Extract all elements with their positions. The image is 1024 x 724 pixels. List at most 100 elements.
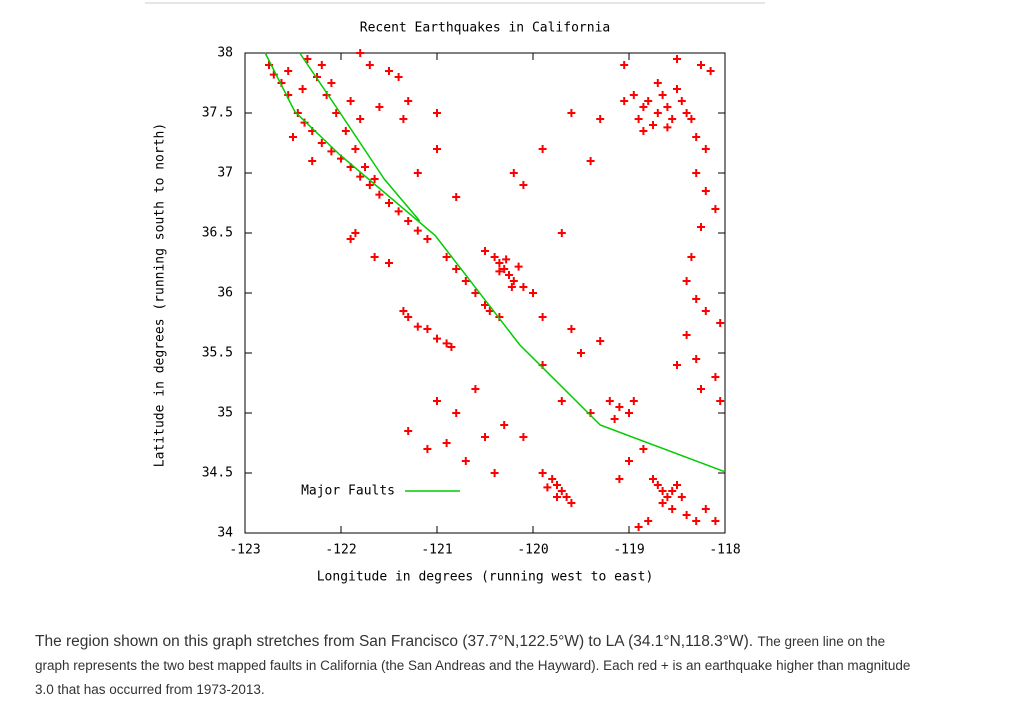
earthquake-marker (711, 517, 720, 525)
y-tick-label: 36 (217, 286, 233, 301)
earthquake-marker (639, 103, 648, 111)
earthquake-marker (682, 109, 691, 117)
earthquake-marker (471, 289, 480, 297)
earthquake-marker (553, 493, 561, 501)
earthquake-marker (500, 421, 509, 429)
earthquake-marker (404, 427, 413, 435)
earthquake-marker (351, 145, 360, 153)
x-tick-label: -118 (709, 543, 740, 558)
earthquake-marker (452, 193, 461, 201)
earthquake-marker (298, 85, 307, 93)
earthquake-marker (644, 517, 653, 525)
chart: Recent Earthquakes in California Longitu… (145, 2, 765, 585)
earthquake-marker (567, 325, 576, 333)
y-tick-label: 34 (217, 526, 233, 541)
earthquake-marker (543, 483, 552, 492)
earthquake-marker (327, 147, 336, 156)
earthquake-marker (433, 397, 441, 405)
earthquake-marker (385, 259, 393, 267)
earthquake-marker (692, 295, 701, 303)
earthquake-marker (639, 127, 648, 135)
earthquake-marker (284, 67, 293, 75)
earthquake-marker (538, 145, 547, 153)
x-tick-label: -122 (325, 543, 356, 558)
legend-label: Major Faults (301, 484, 395, 499)
earthquake-marker (644, 97, 653, 105)
earthquake-marker (461, 277, 470, 285)
earthquake-marker (365, 61, 374, 69)
earthquake-marker (557, 487, 566, 495)
earthquake-marker (404, 97, 413, 105)
earthquake-marker (692, 517, 701, 525)
earthquake-marker (562, 493, 571, 501)
earthquake-marker (385, 67, 393, 75)
x-tick-label: -123 (229, 543, 260, 558)
earthquake-marker (567, 109, 576, 117)
earthquake-marker (413, 322, 422, 331)
earthquake-marker (673, 55, 681, 63)
earthquake-marker (485, 307, 494, 315)
earthquake-marker (692, 133, 701, 141)
earthquake-marker (351, 229, 360, 237)
earthquake-marker (577, 349, 585, 357)
earthquake-marker (394, 207, 403, 216)
earthquake-marker (293, 109, 302, 117)
earthquake-marker (500, 265, 509, 273)
earthquake-marker (682, 277, 691, 285)
earthquake-marker (682, 511, 691, 519)
earthquake-marker (620, 97, 629, 105)
y-axis-label: Latitude in degrees (running south to no… (153, 123, 168, 467)
earthquake-marker (514, 262, 523, 271)
earthquake-marker (697, 385, 705, 393)
earthquake-marker (706, 67, 715, 75)
earthquake-marker (370, 253, 379, 261)
earthquake-marker (711, 373, 720, 381)
earthquake-marker (404, 313, 413, 321)
earthquake-marker (653, 79, 662, 87)
earthquake-marker (668, 505, 677, 513)
y-tick-label: 35 (217, 406, 233, 421)
earthquake-marker (375, 190, 384, 199)
earthquake-marker (519, 283, 528, 291)
earthquake-marker (649, 475, 657, 483)
earthquake-marker (509, 277, 518, 285)
y-tick-label: 37.5 (202, 106, 233, 121)
earthquake-marker (701, 505, 710, 513)
earthquake-marker (692, 355, 701, 363)
earthquake-marker (677, 97, 686, 105)
earthquake-marker (663, 123, 672, 132)
earthquake-marker (519, 433, 528, 441)
earthquake-marker (553, 481, 561, 489)
y-tick-label: 38 (217, 46, 233, 61)
earthquake-marker (682, 331, 691, 339)
earthquake-marker (413, 169, 422, 177)
earthquake-marker (697, 61, 705, 69)
earthquake-marker (346, 235, 355, 243)
earthquake-marker (610, 415, 619, 423)
x-axis-label: Longitude in degrees (running west to ea… (317, 570, 654, 585)
earthquake-marker (658, 499, 667, 507)
earthquake-marker (490, 469, 499, 477)
earthquake-marker (433, 334, 441, 343)
earthquake-marker (356, 172, 365, 181)
earthquake-marker (356, 49, 365, 57)
earthquake-marker (495, 267, 504, 276)
earthquake-marker (341, 127, 350, 135)
earthquake-marker (433, 109, 441, 117)
earthquake-marker (634, 115, 643, 123)
earthquake-marker (332, 109, 341, 117)
earthquake-marker (289, 133, 297, 141)
earthquake-marker (423, 445, 432, 453)
earthquake-marker (509, 169, 518, 177)
earthquake-marker (697, 223, 705, 231)
earthquake-marker (653, 481, 662, 489)
earthquake-marker (668, 487, 677, 495)
earthquake-marker (629, 91, 638, 99)
earthquake-marker (538, 469, 547, 477)
earthquake-marker (567, 499, 576, 507)
earthquake-marker (481, 301, 489, 309)
earthquake-marker (538, 313, 547, 321)
earthquake-marker (452, 265, 461, 273)
earthquake-marker (673, 481, 681, 489)
earthquake-marker (505, 271, 513, 279)
